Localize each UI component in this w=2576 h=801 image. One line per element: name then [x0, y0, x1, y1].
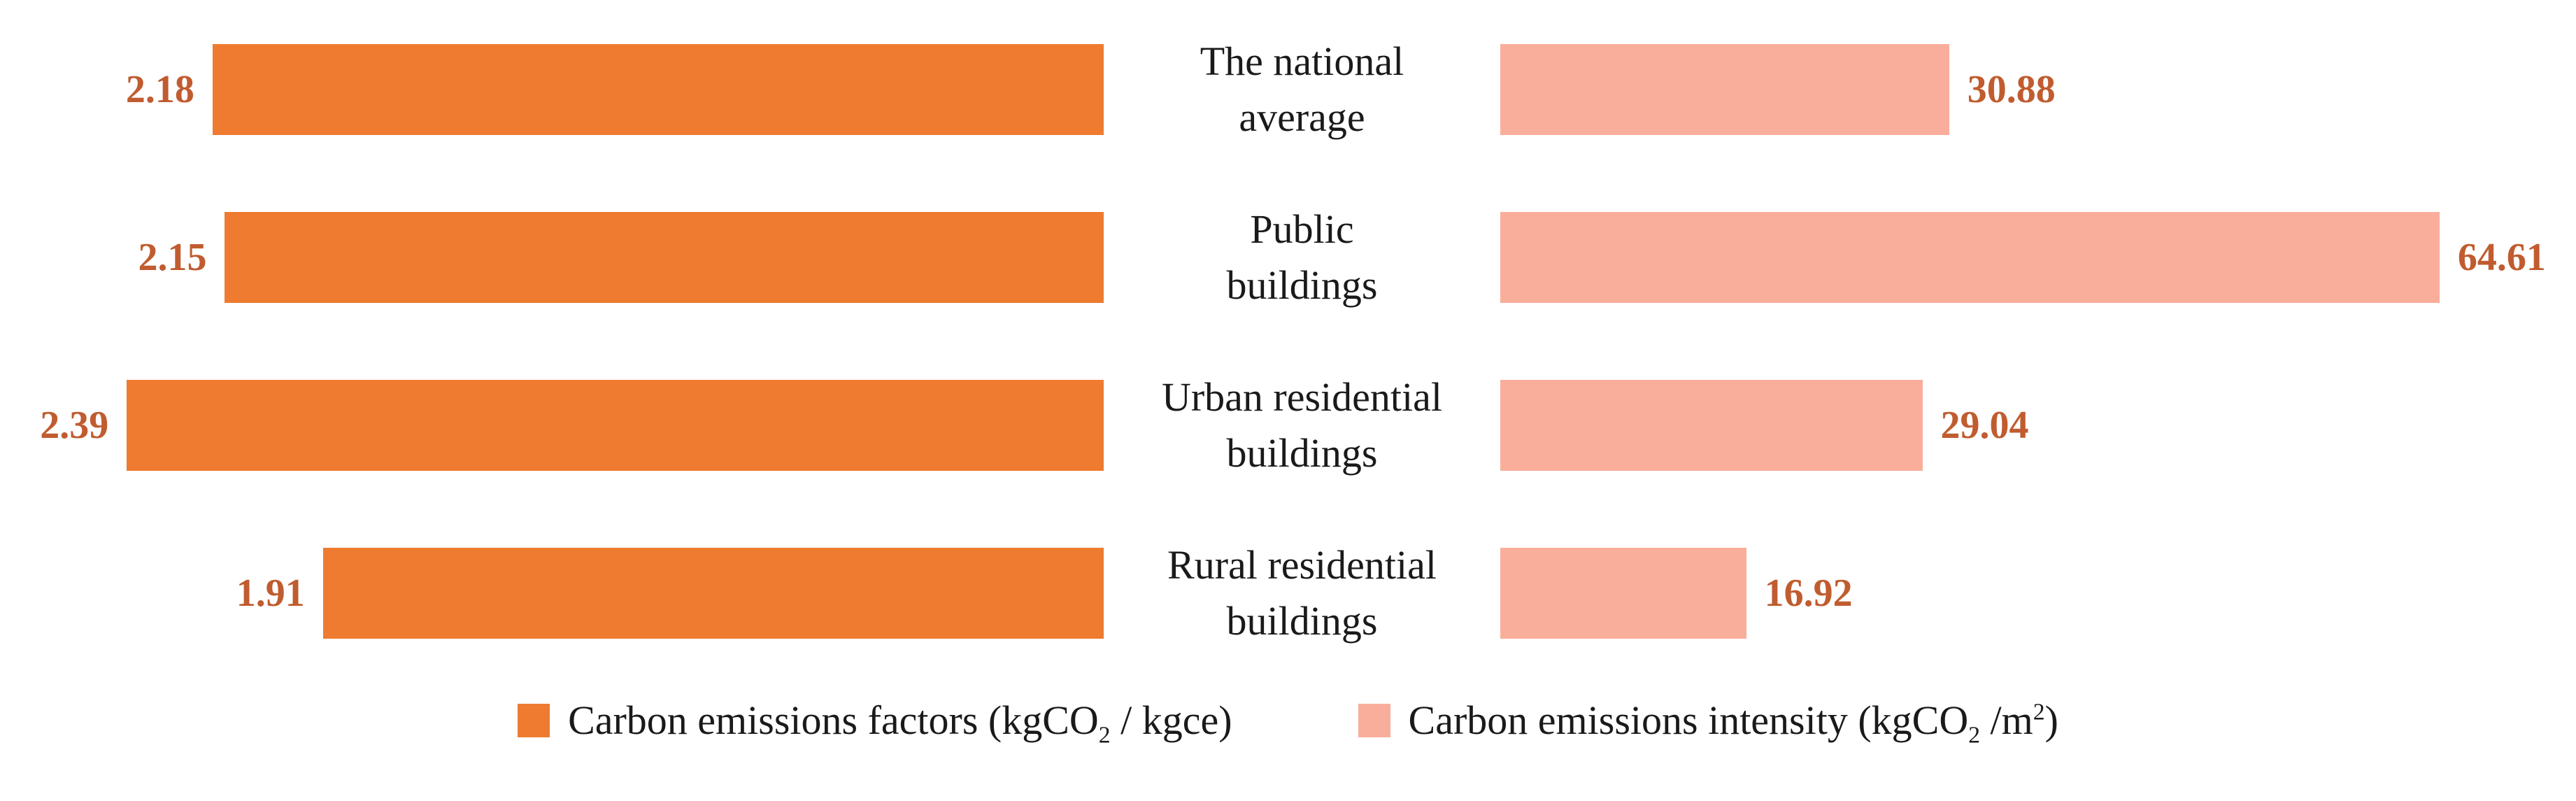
intensity-bar — [1500, 548, 1746, 639]
chart-row: 2.18 The national average 30.88 — [0, 6, 2576, 173]
intensity-value-label: 30.88 — [1967, 68, 2056, 111]
intensity-bar-zone: 30.88 — [1500, 44, 2576, 135]
intensity-bar-zone: 64.61 — [1500, 212, 2576, 303]
factor-value-label: 1.91 — [236, 572, 305, 615]
factor-value-label: 2.18 — [125, 68, 194, 111]
chart-row: 2.15 Public buildings 64.61 — [0, 173, 2576, 341]
intensity-value-label: 16.92 — [1764, 572, 1853, 615]
factor-bar — [225, 212, 1104, 303]
factor-bar-zone: 1.91 — [0, 548, 1104, 639]
chart-row: 2.39 Urban residential buildings 29.04 — [0, 341, 2576, 509]
intensity-bar — [1500, 212, 2440, 303]
intensity-bar — [1500, 44, 1949, 135]
intensity-bar-zone: 29.04 — [1500, 380, 2576, 471]
factor-bar-zone: 2.18 — [0, 44, 1104, 135]
chart-row: 1.91 Rural residential buildings 16.92 — [0, 509, 2576, 677]
chart-legend: Carbon emissions factors (kgCO2 / kgce) … — [0, 697, 2576, 749]
chart-rows: 2.18 The national average 30.88 2.15 Pub… — [0, 6, 2576, 677]
factor-bar-zone: 2.15 — [0, 212, 1104, 303]
legend-label-factors: Carbon emissions factors (kgCO2 / kgce) — [568, 697, 1232, 749]
category-label: Public buildings — [1226, 206, 1378, 308]
legend-swatch-factors — [518, 703, 550, 737]
legend-item-factors: Carbon emissions factors (kgCO2 / kgce) — [518, 697, 1232, 749]
category-label: Urban residential buildings — [1161, 374, 1442, 476]
intensity-bar-zone: 16.92 — [1500, 548, 2576, 639]
factor-bar — [322, 548, 1104, 639]
factor-bar — [212, 44, 1104, 135]
factor-value-label: 2.15 — [138, 236, 207, 279]
category-label: Rural residential buildings — [1167, 541, 1437, 644]
factor-bar-zone: 2.39 — [0, 380, 1104, 471]
legend-swatch-intensity — [1358, 703, 1390, 737]
intensity-value-label: 64.61 — [2457, 236, 2546, 279]
legend-item-intensity: Carbon emissions intensity (kgCO2 /m2) — [1358, 697, 2058, 749]
factor-value-label: 2.39 — [40, 404, 109, 447]
factor-bar — [127, 380, 1104, 471]
intensity-bar — [1500, 380, 1923, 471]
category-label: The national average — [1200, 38, 1404, 140]
legend-label-intensity: Carbon emissions intensity (kgCO2 /m2) — [1408, 697, 2058, 749]
intensity-value-label: 29.04 — [1940, 404, 2029, 447]
